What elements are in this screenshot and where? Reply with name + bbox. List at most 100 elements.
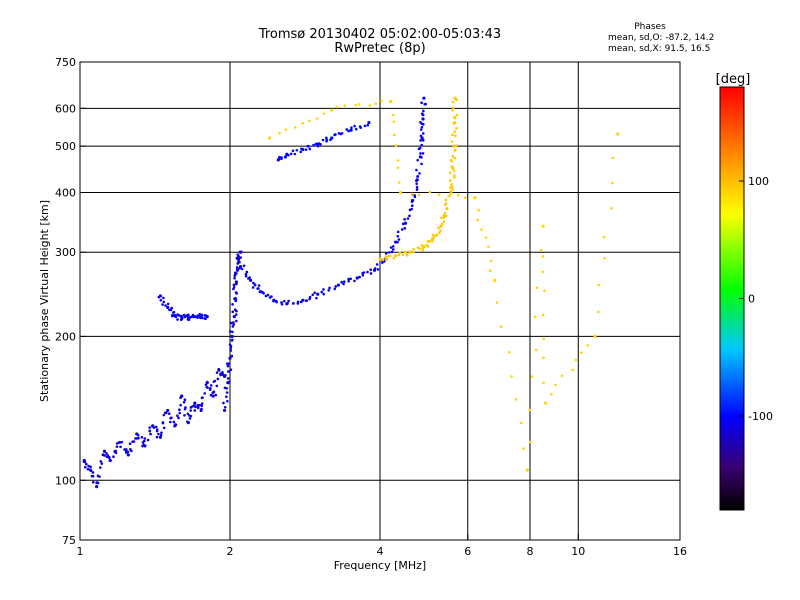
series-points (378, 96, 459, 262)
data-point (453, 156, 456, 160)
data-point (91, 471, 95, 474)
data-point (345, 128, 349, 131)
data-point (417, 193, 421, 197)
data-point (449, 189, 453, 193)
data-point (394, 254, 398, 258)
data-point (262, 291, 265, 295)
data-point (232, 283, 236, 287)
data-point (418, 146, 422, 150)
data-point (586, 344, 590, 347)
data-point (452, 144, 456, 148)
data-point (419, 134, 423, 138)
data-point (401, 253, 405, 257)
data-point (232, 323, 236, 326)
data-point (391, 113, 395, 117)
data-point (321, 138, 325, 142)
data-point (476, 218, 480, 222)
x-axis-label: Frequency [MHz] (334, 559, 426, 572)
data-point (611, 181, 614, 185)
data-point (225, 391, 229, 394)
data-point (340, 280, 343, 284)
data-point (183, 414, 186, 417)
series-points (276, 121, 371, 162)
data-point (330, 108, 334, 112)
x-tick-label: 6 (464, 545, 471, 558)
data-point (180, 317, 184, 320)
data-point (544, 401, 548, 405)
data-point (415, 185, 419, 189)
data-point (295, 148, 299, 152)
data-point (543, 289, 546, 293)
data-point (432, 236, 435, 239)
data-point (183, 407, 187, 411)
data-point (280, 301, 283, 304)
data-point (154, 425, 158, 429)
data-point (257, 287, 260, 290)
data-point (238, 264, 243, 269)
x-tick-label: 8 (527, 545, 534, 558)
data-point (178, 411, 182, 415)
data-point (406, 217, 410, 220)
data-point (178, 408, 181, 411)
data-point (215, 384, 219, 388)
data-point (253, 283, 257, 287)
data-point (293, 126, 297, 129)
data-point (541, 255, 545, 258)
data-point (194, 405, 197, 409)
data-point (560, 374, 564, 378)
data-point (231, 338, 234, 342)
data-point (148, 429, 152, 433)
data-point (334, 133, 337, 136)
data-point (179, 403, 182, 407)
data-point (542, 356, 545, 360)
data-point (366, 270, 369, 274)
data-point (420, 122, 424, 125)
data-point (308, 295, 312, 299)
data-point (152, 426, 156, 429)
data-point (115, 445, 119, 448)
data-point (421, 139, 425, 142)
colorbar-ticks: 100 0 -100 (739, 175, 773, 423)
data-point (357, 103, 361, 106)
data-point (161, 303, 164, 306)
data-point (149, 432, 152, 436)
data-point (235, 266, 239, 269)
data-point (219, 373, 222, 377)
data-point (172, 420, 176, 424)
data-point (354, 127, 358, 131)
data-point (315, 117, 319, 120)
data-point (488, 269, 492, 273)
data-point (95, 485, 99, 489)
data-point (214, 393, 218, 397)
data-point (452, 169, 456, 172)
data-point (361, 274, 365, 277)
data-point (236, 253, 240, 256)
data-point (228, 343, 232, 346)
data-point (232, 321, 235, 324)
data-point (539, 248, 543, 252)
data-point (384, 255, 388, 258)
data-point (239, 256, 242, 259)
data-point (533, 315, 537, 319)
y-axis-ticks: 75 100 200 300 400 500 600 750 (55, 56, 86, 547)
data-point (420, 136, 424, 140)
data-point (440, 222, 444, 226)
phase-stats-o: mean, sd,O: -87.2, 14.2 (608, 33, 715, 43)
data-point (233, 297, 236, 301)
data-point (267, 136, 272, 140)
data-point (464, 196, 467, 200)
data-point (410, 192, 414, 196)
data-point (211, 394, 215, 398)
data-point (510, 375, 513, 378)
data-point (119, 445, 122, 449)
data-point (347, 277, 350, 281)
data-point (416, 175, 420, 178)
data-point (242, 264, 246, 268)
series-points (238, 96, 427, 306)
data-point (412, 250, 415, 254)
y-tick-label: 100 (55, 474, 76, 487)
y-tick-label: 300 (55, 246, 76, 259)
data-point (160, 431, 163, 435)
data-point (525, 468, 529, 472)
data-point (415, 182, 418, 186)
